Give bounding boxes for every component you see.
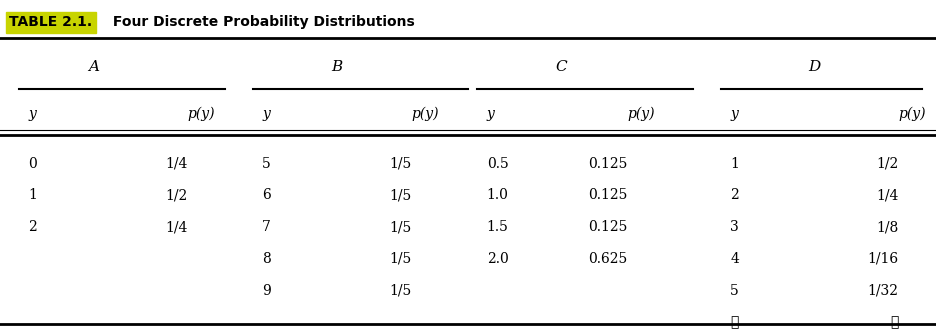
Text: 1/4: 1/4 <box>876 188 899 202</box>
Text: 0: 0 <box>28 157 37 171</box>
Text: 2.0: 2.0 <box>487 252 508 266</box>
Text: p(y): p(y) <box>412 106 439 121</box>
Text: 1: 1 <box>28 188 37 202</box>
Text: p(y): p(y) <box>627 106 654 121</box>
Text: 2: 2 <box>730 188 739 202</box>
Text: 1/4: 1/4 <box>165 157 187 171</box>
Text: ⋮: ⋮ <box>890 315 899 329</box>
Text: 1/4: 1/4 <box>165 220 187 234</box>
Text: C: C <box>556 60 567 74</box>
Text: 5: 5 <box>262 157 271 171</box>
Text: 4: 4 <box>730 252 739 266</box>
Text: 8: 8 <box>262 252 271 266</box>
Text: 1/5: 1/5 <box>389 252 412 266</box>
Text: y: y <box>730 107 738 121</box>
Text: y: y <box>28 107 36 121</box>
Text: TABLE 2.1.: TABLE 2.1. <box>9 15 93 29</box>
Text: 6: 6 <box>262 188 271 202</box>
Text: Four Discrete Probability Distributions: Four Discrete Probability Distributions <box>108 15 415 29</box>
Text: 1/32: 1/32 <box>868 284 899 298</box>
Text: 7: 7 <box>262 220 271 234</box>
Text: 1/5: 1/5 <box>389 220 412 234</box>
Text: 0.625: 0.625 <box>588 252 627 266</box>
Text: 2: 2 <box>28 220 37 234</box>
Text: p(y): p(y) <box>187 106 214 121</box>
Text: 5: 5 <box>730 284 739 298</box>
Text: y: y <box>262 107 270 121</box>
Text: 1/8: 1/8 <box>876 220 899 234</box>
Text: A: A <box>88 60 99 74</box>
Text: p(y): p(y) <box>899 106 926 121</box>
Text: ⋮: ⋮ <box>730 315 739 329</box>
Text: D: D <box>808 60 821 74</box>
Text: 0.125: 0.125 <box>588 157 627 171</box>
Text: 1/16: 1/16 <box>868 252 899 266</box>
Text: y: y <box>487 107 494 121</box>
Text: 1/2: 1/2 <box>876 157 899 171</box>
Text: 1/2: 1/2 <box>165 188 187 202</box>
Text: 0.125: 0.125 <box>588 220 627 234</box>
Text: 1/5: 1/5 <box>389 157 412 171</box>
Text: 9: 9 <box>262 284 271 298</box>
Text: 0.5: 0.5 <box>487 157 508 171</box>
Text: 1.0: 1.0 <box>487 188 508 202</box>
Text: 1.5: 1.5 <box>487 220 508 234</box>
Text: 1/5: 1/5 <box>389 284 412 298</box>
Text: 0.125: 0.125 <box>588 188 627 202</box>
Text: 3: 3 <box>730 220 739 234</box>
Text: 1: 1 <box>730 157 739 171</box>
Text: B: B <box>331 60 343 74</box>
Text: 1/5: 1/5 <box>389 188 412 202</box>
